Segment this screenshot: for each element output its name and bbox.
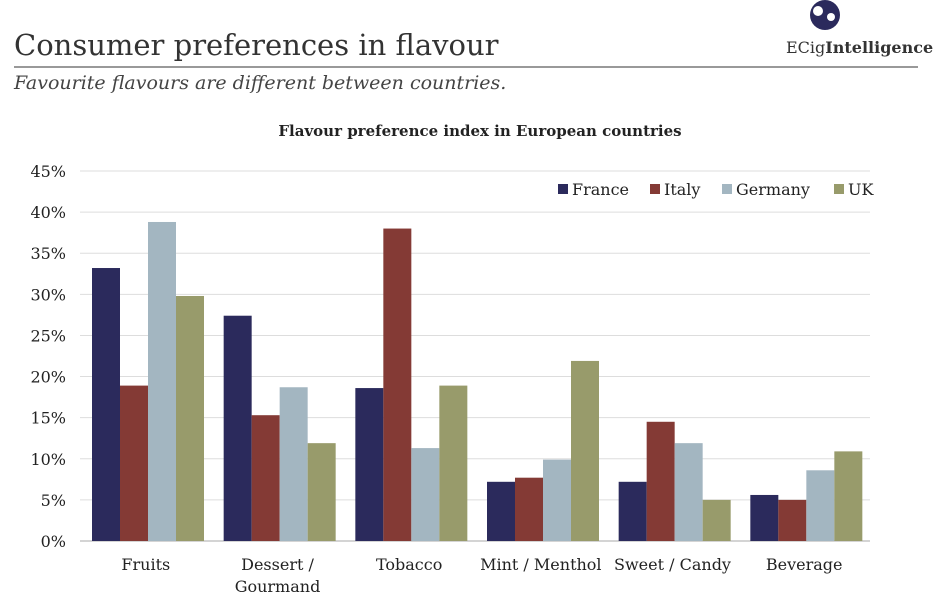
legend-label: Germany [736, 180, 810, 199]
y-tick-label: 20% [30, 368, 66, 387]
y-tick-label: 40% [30, 203, 66, 222]
bar-uk [176, 295, 204, 541]
bar-france [750, 494, 779, 541]
bar-france [355, 388, 384, 541]
chart-title: Flavour preference index in European cou… [278, 122, 681, 140]
bar-uk [307, 443, 336, 541]
bar-france [487, 481, 515, 541]
x-tick-label: Gourmand [235, 577, 321, 593]
legend-label: Italy [664, 180, 700, 199]
y-tick-label: 5% [41, 491, 66, 510]
x-tick-label: Tobacco [376, 555, 442, 574]
legend-label: France [572, 180, 629, 199]
x-tick-label: Beverage [766, 555, 843, 574]
y-tick-label: 15% [30, 409, 66, 428]
bar-france [618, 481, 647, 541]
divider [14, 66, 918, 68]
legend-swatch [834, 184, 844, 194]
legend-swatch [722, 184, 732, 194]
y-tick-label: 25% [30, 326, 66, 345]
bar-uk [439, 385, 468, 541]
bar-germany [806, 470, 835, 541]
bar-germany [411, 448, 440, 541]
legend-label: UK [848, 180, 874, 199]
bar-italy [383, 228, 412, 542]
x-tick-label: Fruits [121, 555, 170, 574]
bar-italy [646, 421, 675, 541]
y-tick-label: 30% [30, 285, 66, 304]
legend-swatch [650, 184, 660, 194]
logo-icon [810, 0, 840, 30]
logo-text: ECigIntelligence [786, 38, 933, 57]
bar-germany [148, 221, 176, 541]
y-tick-label: 35% [30, 244, 66, 263]
logo-text-a: ECig [786, 38, 826, 57]
y-tick-label: 0% [41, 532, 66, 551]
x-tick-label: Dessert / [241, 555, 314, 574]
page-subtitle: Favourite flavours are different between… [14, 72, 507, 94]
bar-italy [515, 477, 543, 541]
y-tick-label: 10% [30, 450, 66, 469]
bar-germany [674, 443, 703, 541]
bar-uk [571, 360, 599, 541]
bar-italy [251, 415, 280, 541]
y-tick-label: 45% [30, 162, 66, 181]
logo-text-b: Intelligence [825, 38, 934, 57]
bar-italy [120, 385, 148, 541]
bar-uk [834, 451, 863, 541]
bar-germany [279, 387, 308, 541]
bar-france [223, 315, 252, 541]
bar-france [92, 268, 120, 541]
legend-swatch [558, 184, 568, 194]
page-title: Consumer preferences in flavour [14, 28, 499, 62]
x-tick-label: Mint / Menthol [480, 555, 601, 574]
x-tick-label: Sweet / Candy [614, 555, 731, 574]
bar-germany [543, 459, 571, 541]
bar-italy [778, 499, 807, 541]
bar-uk [702, 499, 731, 541]
